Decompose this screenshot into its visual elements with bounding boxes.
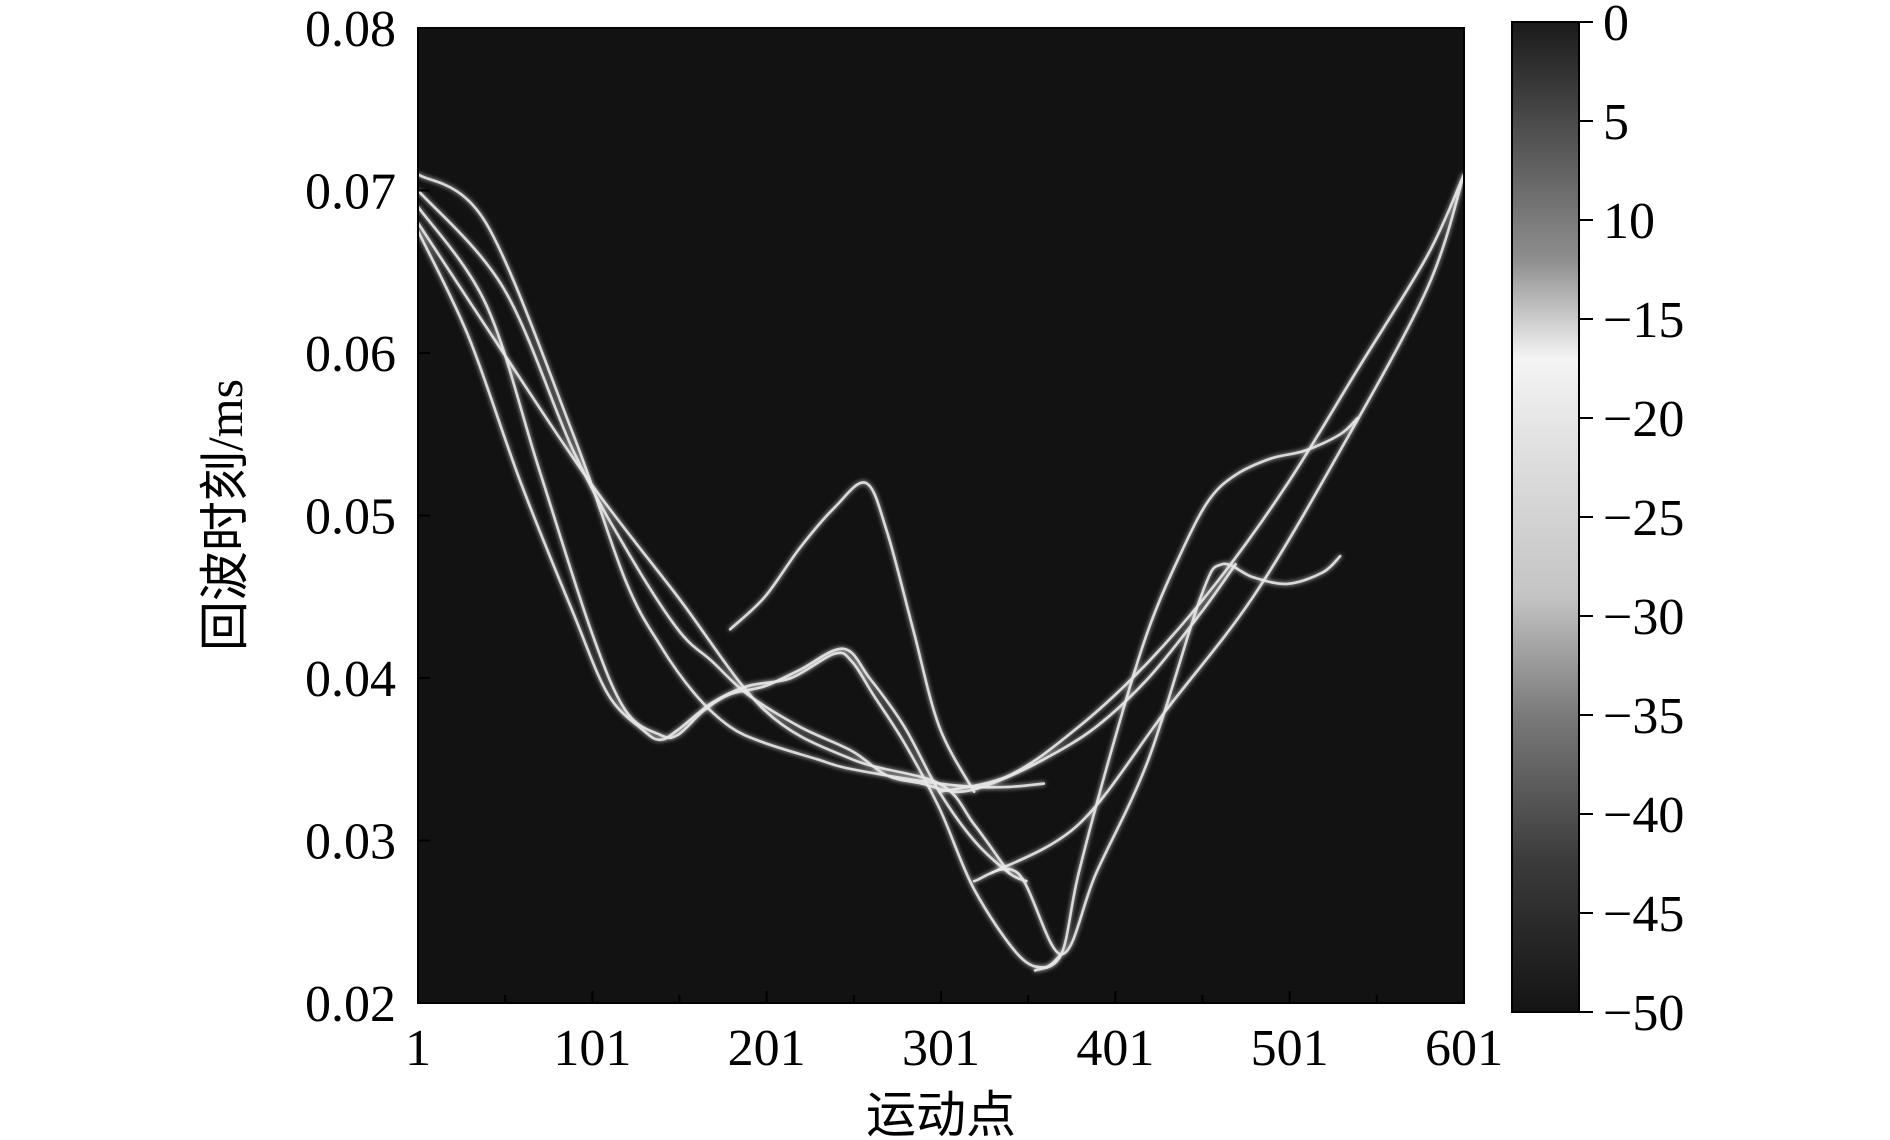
colorbar-ticks: 0 5 10 −15 −20 −25 −30 −35 −40 −45 −50 [1579,0,1684,1042]
colorbar-tick-label: −15 [1603,292,1684,349]
colorbar-tick-label: −50 [1603,985,1684,1042]
x-tick-label: 401 [1076,1020,1154,1077]
x-tick-label: 601 [1425,1020,1503,1077]
colorbar-tick-label: 0 [1603,0,1629,52]
echo-curve-1 [416,173,1046,789]
echo-curve-8 [1033,416,1359,972]
echo-curve-9 [938,173,1466,794]
colorbar-tick-label: −40 [1603,787,1684,844]
plot-area [418,28,1464,1003]
colorbar-tick-label: 10 [1603,193,1655,250]
echo-curve-7 [972,554,1342,956]
colorbar-tick-label: −20 [1603,391,1684,448]
y-tick-label: 0.07 [305,164,396,221]
y-tick-label: 0.06 [305,326,396,383]
y-axis: 0.02 0.03 0.04 0.05 0.06 0.07 0.08 [305,1,430,1033]
colorbar-tick-label: 5 [1603,94,1629,151]
x-axis: 1 101 201 301 401 501 601 [405,991,1503,1077]
y-tick-label: 0.04 [305,651,396,708]
x-tick-label: 1 [405,1020,431,1077]
colorbar-tick-label: −25 [1603,490,1684,547]
x-axis-title: 运动点 [866,1087,1016,1140]
y-tick-label: 0.03 [305,814,396,871]
x-tick-label: 501 [1251,1020,1329,1077]
echo-curve-2 [416,189,1237,794]
x-tick-label: 201 [728,1020,806,1077]
echo-curve-10 [990,173,1466,875]
x-tick-label: 101 [553,1020,631,1077]
y-tick-label: 0.02 [305,976,396,1033]
echo-curve-6 [728,481,976,794]
y-axis-title: 回波时刻/ms [197,379,253,651]
y-tick-label: 0.08 [305,1,396,58]
colorbar-tick-label: −45 [1603,886,1684,943]
echo-curves [416,173,1466,972]
x-tick-label: 301 [902,1020,980,1077]
colorbar-tick-label: −35 [1603,688,1684,745]
colorbar-tick-label: −30 [1603,589,1684,646]
colorbar [1511,21,1580,1013]
y-tick-label: 0.05 [305,489,396,546]
echo-curve-4 [416,229,1063,969]
